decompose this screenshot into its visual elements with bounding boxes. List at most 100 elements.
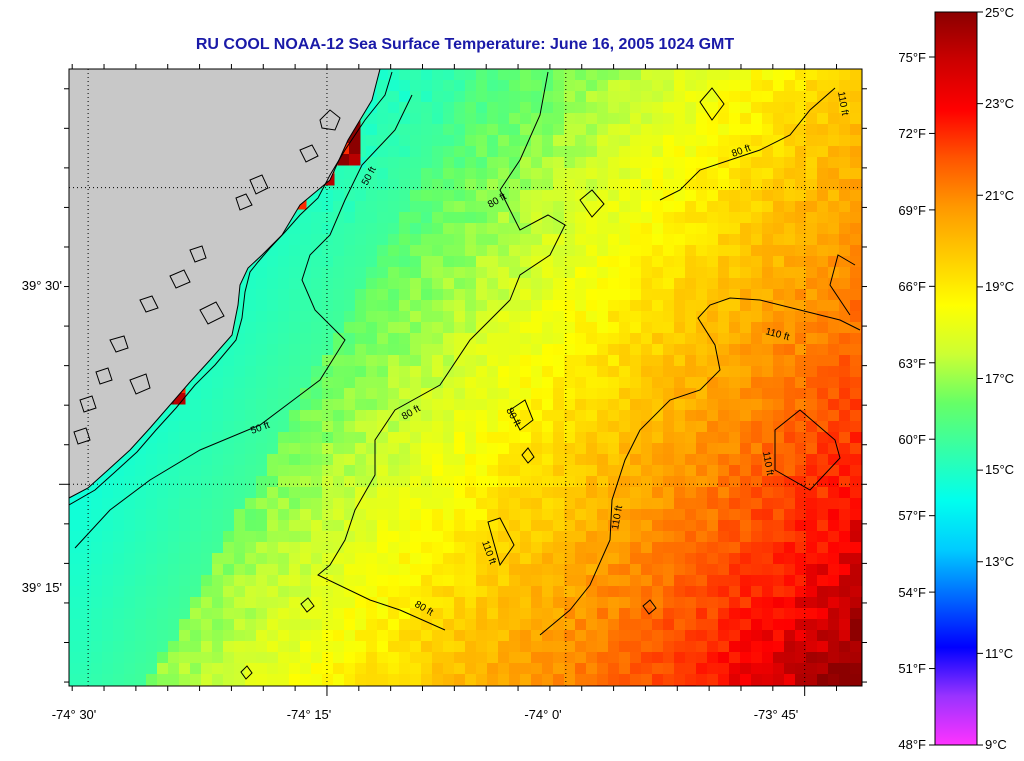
sst-cell xyxy=(91,619,103,631)
sst-cell xyxy=(817,223,829,235)
sst-cell xyxy=(355,212,367,224)
sst-cell xyxy=(289,520,301,532)
sst-cell xyxy=(388,410,400,422)
sst-cell xyxy=(179,465,191,477)
sst-cell xyxy=(784,278,796,290)
sst-cell xyxy=(553,157,565,169)
sst-cell xyxy=(256,399,268,411)
sst-cell xyxy=(465,212,477,224)
sst-cell xyxy=(542,619,554,631)
sst-cell xyxy=(410,641,422,653)
sst-cell xyxy=(795,542,807,554)
sst-cell xyxy=(674,234,686,246)
sst-cell xyxy=(366,454,378,466)
sst-cell xyxy=(707,267,719,279)
sst-cell xyxy=(795,608,807,620)
sst-cell xyxy=(212,663,224,675)
sst-cell xyxy=(817,410,829,422)
sst-cell xyxy=(476,531,488,543)
sst-cell xyxy=(344,531,356,543)
sst-cell xyxy=(388,179,400,191)
sst-cell xyxy=(718,245,730,257)
sst-cell xyxy=(135,476,147,488)
sst-cell xyxy=(366,157,378,169)
sst-cell xyxy=(740,487,752,499)
sst-cell xyxy=(817,674,829,686)
sst-cell xyxy=(465,223,477,235)
sst-cell xyxy=(619,278,631,290)
sst-cell xyxy=(729,102,741,114)
sst-cell xyxy=(696,454,708,466)
sst-cell xyxy=(542,454,554,466)
sst-cell xyxy=(553,245,565,257)
sst-cell xyxy=(586,212,598,224)
sst-cell xyxy=(707,377,719,389)
sst-cell xyxy=(674,432,686,444)
sst-cell xyxy=(487,366,499,378)
sst-cell xyxy=(487,553,499,565)
sst-cell xyxy=(630,333,642,345)
sst-cell xyxy=(432,278,444,290)
sst-cell xyxy=(828,278,840,290)
sst-cell xyxy=(806,201,818,213)
sst-cell xyxy=(652,553,664,565)
sst-cell xyxy=(839,344,851,356)
sst-cell xyxy=(817,168,829,180)
sst-cell xyxy=(784,366,796,378)
sst-cell xyxy=(861,201,862,213)
sst-cell xyxy=(619,542,631,554)
sst-cell xyxy=(531,399,543,411)
sst-cell xyxy=(861,190,862,202)
sst-cell xyxy=(586,124,598,136)
sst-cell xyxy=(69,630,81,642)
sst-cell xyxy=(289,399,301,411)
sst-cell xyxy=(256,685,268,686)
sst-cell xyxy=(795,586,807,598)
sst-cell xyxy=(256,608,268,620)
sst-cell xyxy=(267,685,279,686)
sst-cell xyxy=(828,223,840,235)
sst-cell xyxy=(300,443,312,455)
sst-cell xyxy=(773,223,785,235)
sst-cell xyxy=(487,256,499,268)
sst-cell xyxy=(696,366,708,378)
sst-cell xyxy=(806,135,818,147)
sst-cell xyxy=(575,476,587,488)
sst-cell xyxy=(740,344,752,356)
sst-cell xyxy=(674,465,686,477)
sst-cell xyxy=(234,641,246,653)
sst-cell xyxy=(762,652,774,664)
sst-cell xyxy=(157,575,169,587)
sst-cell xyxy=(850,146,862,158)
sst-cell xyxy=(300,278,312,290)
sst-cell xyxy=(146,586,158,598)
sst-cell xyxy=(619,267,631,279)
sst-cell xyxy=(762,190,774,202)
sst-cell xyxy=(498,377,510,389)
sst-cell xyxy=(542,465,554,477)
sst-cell xyxy=(399,278,411,290)
sst-cell xyxy=(718,256,730,268)
sst-cell xyxy=(201,487,213,499)
sst-cell xyxy=(377,575,389,587)
sst-cell xyxy=(806,80,818,92)
sst-cell xyxy=(575,179,587,191)
sst-cell xyxy=(421,410,433,422)
sst-cell xyxy=(729,465,741,477)
sst-cell xyxy=(850,454,862,466)
sst-cell xyxy=(311,212,323,224)
sst-cell xyxy=(861,575,862,587)
sst-cell xyxy=(432,443,444,455)
sst-cell xyxy=(432,553,444,565)
sst-cell xyxy=(410,355,422,367)
sst-cell xyxy=(245,498,257,510)
sst-cell xyxy=(817,146,829,158)
sst-cell xyxy=(157,509,169,521)
sst-cell xyxy=(498,586,510,598)
sst-cell xyxy=(344,575,356,587)
sst-cell xyxy=(751,443,763,455)
sst-cell xyxy=(729,597,741,609)
sst-cell xyxy=(234,619,246,631)
sst-cell xyxy=(564,531,576,543)
sst-cell xyxy=(509,355,521,367)
